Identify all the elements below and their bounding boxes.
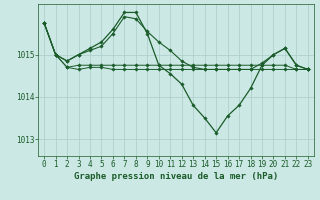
X-axis label: Graphe pression niveau de la mer (hPa): Graphe pression niveau de la mer (hPa) — [74, 172, 278, 181]
